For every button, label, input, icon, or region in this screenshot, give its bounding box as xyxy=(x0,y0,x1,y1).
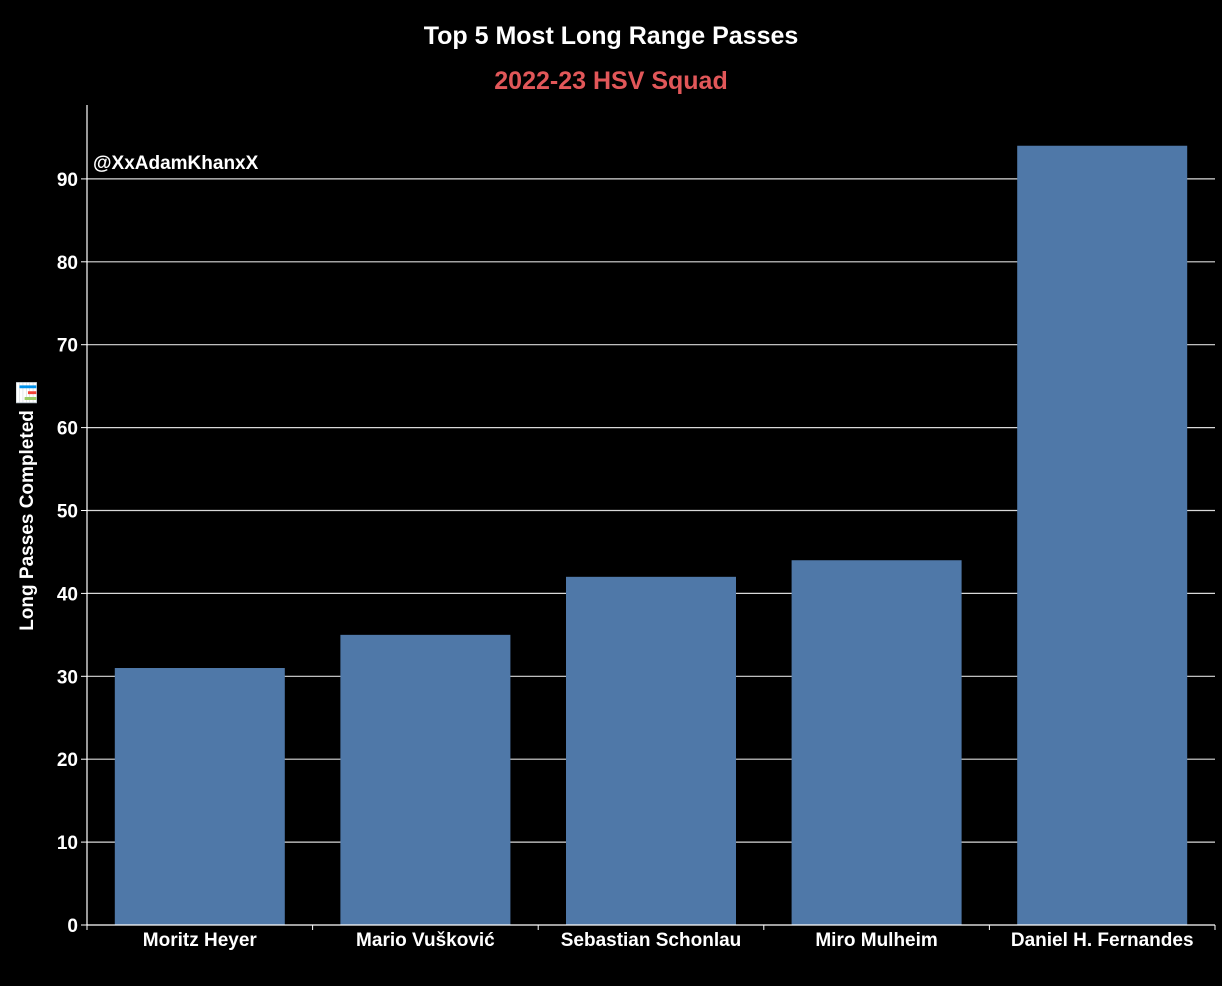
axes xyxy=(86,105,1215,926)
bars xyxy=(114,145,1188,926)
y-tick-label: 40 xyxy=(57,584,78,605)
y-axis-ticks: 0 10 20 30 40 50 60 70 80 90 xyxy=(57,170,87,937)
y-axis-label: Long Passes Completed 📊 xyxy=(15,381,38,631)
bar xyxy=(114,668,285,925)
y-tick-label: 60 xyxy=(57,419,78,440)
y-tick-label: 90 xyxy=(57,170,78,191)
watermark-handle: @XxAdamKhanxX xyxy=(93,153,259,174)
bar xyxy=(1017,145,1188,926)
y-tick-label: 20 xyxy=(57,750,78,771)
bar xyxy=(566,576,736,925)
x-category-label: Moritz Heyer xyxy=(143,930,258,951)
chart-subtitle: 2022-23 HSV Squad xyxy=(494,67,727,95)
y-tick-label: 80 xyxy=(57,253,78,274)
y-tick-label: 10 xyxy=(57,833,78,854)
bar xyxy=(791,560,962,925)
x-category-label: Mario Vušković xyxy=(356,930,495,951)
y-tick-label: 30 xyxy=(57,667,78,688)
x-category-label: Daniel H. Fernandes xyxy=(1011,930,1194,951)
x-category-label: Sebastian Schonlau xyxy=(561,930,742,951)
y-tick-label: 0 xyxy=(67,916,78,937)
y-tick-label: 70 xyxy=(57,336,78,357)
x-axis-categories: Moritz Heyer Mario Vušković Sebastian Scho… xyxy=(86,925,1216,951)
chart-title: Top 5 Most Long Range Passes xyxy=(424,22,799,50)
x-category-label: Miro Mulheim xyxy=(815,930,937,951)
y-tick-label: 50 xyxy=(57,502,78,523)
bar xyxy=(340,634,511,925)
